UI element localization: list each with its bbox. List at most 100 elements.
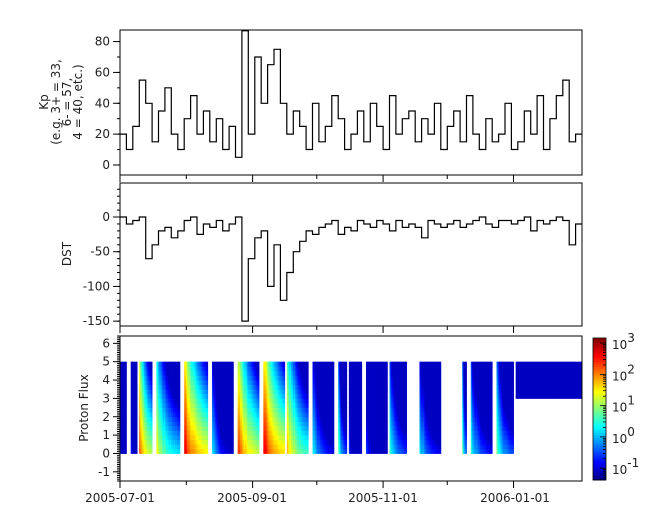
flux-cell <box>190 435 192 441</box>
flux-cell <box>204 380 207 386</box>
flux-cell <box>398 384 400 390</box>
flux-cell <box>271 430 273 436</box>
flux-cell <box>254 380 257 386</box>
flux-cell <box>158 444 160 450</box>
flux-cell <box>326 366 329 372</box>
flux-cell <box>301 361 303 367</box>
flux-cell <box>139 430 141 436</box>
flux-cell <box>134 444 137 450</box>
flux-cell <box>397 435 399 441</box>
flux-cell <box>151 393 153 399</box>
flux-cell <box>326 421 329 427</box>
flux-cell <box>237 398 240 404</box>
flux-cell <box>341 398 344 404</box>
flux-cell <box>369 361 371 367</box>
flux-cell <box>392 407 394 413</box>
flux-cell <box>224 444 226 450</box>
flux-cell <box>177 421 180 427</box>
flux-cell <box>241 416 244 422</box>
flux-cell <box>280 380 283 386</box>
flux-cell <box>286 402 289 408</box>
flux-cell <box>215 444 217 450</box>
flux-cell <box>193 444 196 450</box>
flux-cell <box>125 370 127 376</box>
flux-cell <box>217 421 219 427</box>
flux-cell <box>298 444 300 450</box>
flux-cell <box>227 412 229 418</box>
flux-cell <box>287 402 290 408</box>
flux-cell <box>166 366 168 372</box>
flux-cell <box>196 384 199 390</box>
flux-cell <box>420 361 422 367</box>
flux-cell <box>326 393 329 399</box>
flux-cell <box>196 421 199 427</box>
flux-cell <box>319 366 322 372</box>
flux-cell <box>274 375 276 381</box>
flux-cell <box>380 407 382 413</box>
flux-cell <box>400 393 402 399</box>
flux-cell <box>123 389 125 395</box>
flux-cell <box>365 430 368 436</box>
flux-cell <box>420 412 422 418</box>
flux-cell <box>176 430 179 436</box>
flux-cell <box>167 380 169 386</box>
flux-cell <box>173 448 175 454</box>
flux-cell <box>192 375 194 381</box>
flux-cell <box>217 435 219 441</box>
flux-cell <box>379 361 381 367</box>
flux-cell <box>244 416 247 422</box>
flux-cell <box>238 439 241 445</box>
flux-cell <box>360 380 363 386</box>
flux-cell <box>302 380 304 386</box>
flux-cell <box>279 439 282 445</box>
flux-cell <box>132 375 135 381</box>
flux-cell <box>393 430 395 436</box>
flux-cell <box>276 439 278 445</box>
flux-cell <box>249 435 252 441</box>
flux-cell <box>191 393 193 399</box>
flux-cell <box>229 361 231 367</box>
flux-cell <box>325 366 328 372</box>
flux-cell <box>303 361 305 367</box>
flux-cell <box>178 430 181 436</box>
flux-cell <box>269 398 271 404</box>
flux-cell <box>286 384 289 390</box>
flux-cell <box>405 412 408 418</box>
flux-cell <box>325 435 328 441</box>
flux-cell <box>405 398 408 404</box>
flux-cell <box>370 435 372 441</box>
flux-cell <box>356 398 359 404</box>
flux-cell <box>130 430 133 436</box>
flux-cell <box>401 398 403 404</box>
flux-cell <box>375 435 377 441</box>
flux-cell <box>227 361 229 367</box>
flux-cell <box>384 393 386 399</box>
flux-cell <box>302 370 304 376</box>
flux-cell <box>223 375 225 381</box>
flux-cell <box>299 430 301 436</box>
flux-cell <box>184 384 186 390</box>
flux-cell <box>293 366 296 372</box>
flux-cell <box>247 421 250 427</box>
flux-cell <box>194 375 197 381</box>
flux-cell <box>352 430 355 436</box>
flux-cell <box>370 416 372 422</box>
flux-cell <box>341 421 344 427</box>
flux-cell <box>266 430 268 436</box>
flux-cell <box>380 421 382 427</box>
flux-cell <box>174 389 176 395</box>
flux-cell <box>204 393 207 399</box>
flux-cell <box>186 384 188 390</box>
flux-cell <box>350 407 353 413</box>
flux-cell <box>270 412 272 418</box>
flux-cell <box>377 425 379 431</box>
flux-cell <box>176 384 179 390</box>
flux-cell <box>291 366 294 372</box>
flux-cell <box>287 439 290 445</box>
flux-cell <box>395 407 397 413</box>
flux-cell <box>294 407 297 413</box>
flux-cell <box>231 384 233 390</box>
flux-cell <box>396 407 398 413</box>
flux-cell <box>226 416 228 422</box>
flux-cell <box>141 425 143 431</box>
